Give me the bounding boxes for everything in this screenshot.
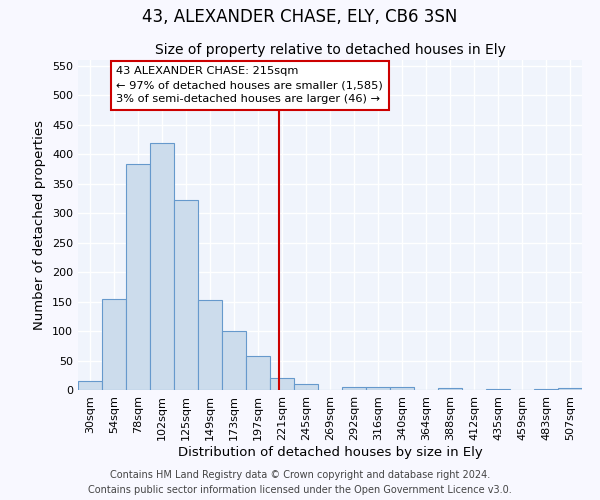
Y-axis label: Number of detached properties: Number of detached properties xyxy=(34,120,46,330)
Bar xyxy=(366,387,390,390)
Bar xyxy=(294,384,318,390)
Bar xyxy=(222,331,246,390)
Bar xyxy=(198,300,222,390)
Text: 43 ALEXANDER CHASE: 215sqm
← 97% of detached houses are smaller (1,585)
3% of se: 43 ALEXANDER CHASE: 215sqm ← 97% of deta… xyxy=(116,66,383,104)
Bar xyxy=(342,387,366,390)
Bar xyxy=(102,298,126,390)
Bar xyxy=(270,378,294,390)
Title: Size of property relative to detached houses in Ely: Size of property relative to detached ho… xyxy=(155,44,505,58)
Text: 43, ALEXANDER CHASE, ELY, CB6 3SN: 43, ALEXANDER CHASE, ELY, CB6 3SN xyxy=(142,8,458,26)
Bar xyxy=(558,388,582,390)
Bar xyxy=(78,381,102,390)
Bar xyxy=(150,142,174,390)
Bar xyxy=(174,200,198,390)
Bar xyxy=(390,387,414,390)
Bar xyxy=(126,164,150,390)
Bar xyxy=(246,356,270,390)
Bar xyxy=(486,389,510,390)
X-axis label: Distribution of detached houses by size in Ely: Distribution of detached houses by size … xyxy=(178,446,482,458)
Bar xyxy=(534,389,558,390)
Text: Contains HM Land Registry data © Crown copyright and database right 2024.
Contai: Contains HM Land Registry data © Crown c… xyxy=(88,470,512,495)
Bar xyxy=(438,388,462,390)
